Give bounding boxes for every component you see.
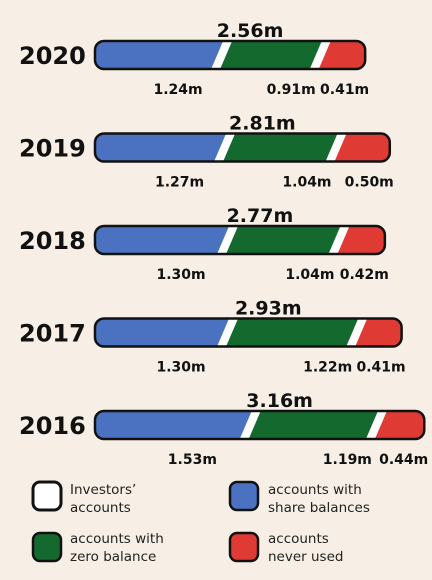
legend-label-never-used: accounts never used bbox=[268, 531, 343, 565]
bar-segment-share-balances bbox=[95, 226, 230, 254]
bar-segment-share-balances bbox=[95, 41, 224, 69]
bar-outline bbox=[93, 409, 426, 441]
segment-value-label: 1.19m bbox=[323, 452, 372, 468]
chart-legend: Investors’ accounts accounts with share ba… bbox=[31, 480, 370, 565]
total-label: 2.93m bbox=[235, 298, 302, 320]
segment-value-label: 1.22m bbox=[303, 360, 352, 376]
year-label: 2017 bbox=[19, 320, 86, 348]
bar-row-2019: 2019 2.81m 1.27m 1.04m 0.50m bbox=[19, 113, 394, 191]
bar-segment-never-used bbox=[355, 318, 402, 347]
bar-segment-never-used bbox=[374, 411, 425, 439]
bar-outline bbox=[93, 39, 367, 71]
bar-segment-never-used bbox=[318, 41, 366, 69]
year-label: 2019 bbox=[19, 135, 86, 163]
bar-segment-zero-balance bbox=[226, 226, 341, 254]
legend-swatch-zero-balance bbox=[31, 531, 63, 563]
segment-value-label: 0.91m bbox=[267, 82, 316, 98]
segment-value-label: 1.04m bbox=[282, 175, 331, 191]
bar-segment-zero-balance bbox=[223, 133, 338, 162]
bar-outline bbox=[93, 224, 387, 256]
bar-row-2017: 2017 2.93m 1.30m 1.22m 0.41m bbox=[19, 298, 406, 376]
segment-value-label: 0.41m bbox=[356, 360, 405, 376]
segment-value-label: 0.50m bbox=[345, 175, 394, 191]
segment-value-label: 1.24m bbox=[153, 82, 202, 98]
legend-label-share-balances: accounts with share balances bbox=[268, 482, 370, 516]
year-label: 2020 bbox=[19, 42, 86, 70]
bar-row-2018: 2018 2.77m 1.30m 1.04m 0.42m bbox=[19, 205, 389, 283]
bar-row-2016: 2016 3.16m 1.53m 1.19m 0.44m bbox=[19, 390, 428, 468]
bar-outline bbox=[93, 132, 392, 163]
bar-segment-share-balances bbox=[95, 411, 252, 439]
bar-segment-zero-balance bbox=[226, 318, 359, 347]
bar-segment-share-balances bbox=[95, 133, 227, 162]
year-label: 2016 bbox=[19, 412, 86, 440]
bar-segments bbox=[95, 318, 402, 347]
total-label: 3.16m bbox=[246, 390, 313, 412]
total-label: 2.81m bbox=[229, 113, 296, 135]
bar-segment-zero-balance bbox=[248, 411, 378, 439]
segment-value-label: 0.42m bbox=[340, 267, 389, 283]
legend-swatch-share-balances bbox=[228, 480, 260, 512]
bar-segments bbox=[95, 41, 366, 69]
legend-label-investors-accounts: Investors’ accounts bbox=[70, 482, 136, 516]
bar-segment-zero-balance bbox=[220, 41, 322, 69]
year-label: 2018 bbox=[19, 227, 86, 255]
segment-value-label: 1.04m bbox=[285, 267, 334, 283]
bar-segments bbox=[95, 133, 390, 162]
bar-row-2020: 2020 2.56m 1.24m 0.91m 0.41m bbox=[19, 20, 369, 98]
segment-value-label: 0.44m bbox=[379, 452, 428, 468]
legend-swatch-never-used bbox=[228, 531, 260, 563]
segment-value-label: 0.41m bbox=[320, 82, 369, 98]
bar-segments bbox=[95, 226, 385, 254]
segment-value-label: 1.27m bbox=[155, 175, 204, 191]
bar-segment-share-balances bbox=[95, 318, 230, 347]
bar-segment-never-used bbox=[337, 226, 385, 254]
bar-segments bbox=[95, 411, 425, 439]
legend-label-zero-balance: accounts with zero balance bbox=[70, 531, 164, 565]
bar-segment-never-used bbox=[334, 133, 390, 162]
legend-swatch-investors-accounts bbox=[31, 480, 63, 512]
total-label: 2.56m bbox=[217, 20, 284, 42]
segment-value-label: 1.30m bbox=[156, 267, 205, 283]
segment-value-label: 1.53m bbox=[168, 452, 217, 468]
bar-outline bbox=[93, 317, 403, 348]
total-label: 2.77m bbox=[227, 205, 294, 227]
segment-value-label: 1.30m bbox=[156, 360, 205, 376]
